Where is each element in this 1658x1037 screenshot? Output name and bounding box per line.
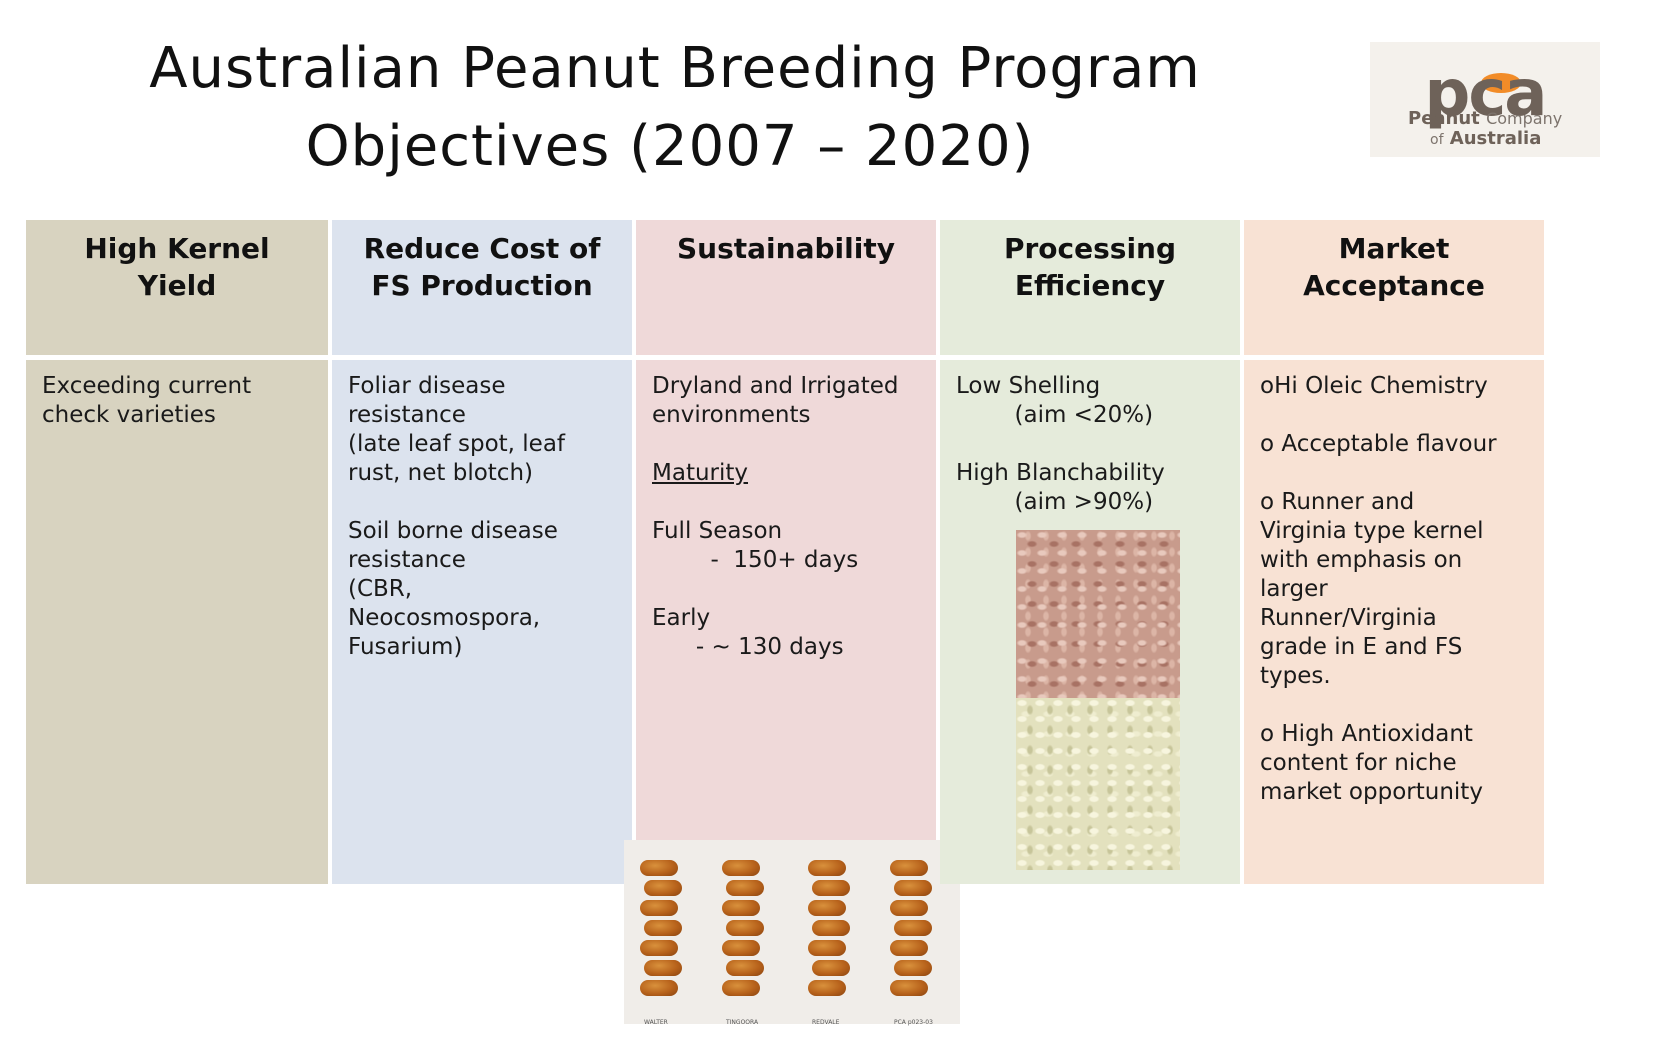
peanut-pod [722,940,760,956]
bullet-item: o Acceptable flavour [1260,431,1497,457]
logo-line-1-light: Company [1486,109,1563,128]
pod-variety-label: TINGOORA [726,1019,759,1026]
peanut-pod [808,860,846,876]
column-header: Sustainability [636,220,936,355]
peanut-pod [722,860,760,876]
blanchability-aim: (aim >90%) [956,489,1154,515]
column-header: Market Acceptance [1244,220,1544,355]
low-shelling-aim: (aim <20%) [956,402,1154,428]
early-days: - ~ 130 days [652,634,844,660]
full-season-label: Full Season [652,518,783,544]
peanut-pod [812,960,850,976]
full-season-days: - 150+ days [652,547,859,573]
peanut-pods-photo: WALTER TINGOORA REDVALE PCA p023-03 [624,840,960,1026]
logo-line-1: Peanut Company [1408,108,1562,129]
slide-title: Australian Peanut Breeding Program Objec… [0,30,1360,186]
logo-line-1-bold: Peanut [1408,108,1480,129]
peanut-pod [644,960,682,976]
peanut-pod [894,880,932,896]
peanut-pod [644,920,682,936]
peanut-pod [812,880,850,896]
peanut-pod [890,940,928,956]
logo-brand: pca [1424,57,1548,131]
peanut-pod [808,900,846,916]
column-processing-efficiency: Processing Efficiency Low Shelling (aim … [940,220,1240,884]
peanut-pod [808,940,846,956]
logo-line-2-light: of [1430,132,1444,148]
peanut-pod [644,880,682,896]
peanut-pod [726,920,764,936]
column-high-kernel-yield: High Kernel Yield Exceeding current chec… [26,220,328,884]
bullet-item: o High Antioxidant content for niche mar… [1260,721,1483,805]
column-body: Foliar disease resistance (late leaf spo… [332,360,632,884]
peanut-pod [726,960,764,976]
peanut-pod [722,980,760,996]
logo-line-2: of Australia [1430,128,1541,149]
logo-peanut-icon [1481,73,1521,93]
column-header: Reduce Cost of FS Production [332,220,632,355]
title-line-1: Australian Peanut Breeding Program [149,36,1201,101]
objectives-table: High Kernel Yield Exceeding current chec… [26,220,1642,1026]
peanut-pod [722,900,760,916]
blanched-kernels-photo [1016,698,1180,870]
pod-variety-label: REDVALE [812,1019,840,1026]
column-sustainability: Sustainability Dryland and Irrigated env… [624,220,960,1026]
peanut-pod [894,920,932,936]
peanut-pod [640,940,678,956]
bullet-item: o Runner and Virginia type kernel with e… [1260,489,1484,689]
column-body: Exceeding current check varieties [26,360,328,884]
logo-line-2-bold: Australia [1449,128,1542,149]
peanut-pod [812,920,850,936]
body-paragraph: Exceeding current check varieties [42,373,252,428]
column-market-acceptance: Market Acceptance oHi Oleic Chemistry o … [1244,220,1642,884]
pca-logo: pca Peanut Company of Australia [1370,42,1600,157]
peanut-pod [640,980,678,996]
pod-variety-label: WALTER [644,1019,668,1026]
maturity-heading: Maturity [652,460,749,486]
body-paragraph: Soil borne disease resistance (CBR, Neoc… [348,518,558,660]
low-shelling-label: Low Shelling [956,373,1101,399]
title-line-2: Objectives (2007 – 2020) [305,114,1035,179]
column-body: oHi Oleic Chemistry o Acceptable flavour… [1244,360,1544,884]
peanut-pod [640,860,678,876]
peanut-pod [890,900,928,916]
early-label: Early [652,605,711,631]
column-body: Dryland and Irrigated environments Matur… [624,360,960,1026]
blanchability-label: High Blanchability [956,460,1165,486]
peanut-pod [726,880,764,896]
column-reduce-cost: Reduce Cost of FS Production Foliar dise… [332,220,632,884]
column-header: High Kernel Yield [26,220,328,355]
red-skin-kernels-photo [1016,530,1180,698]
column-header: Processing Efficiency [940,220,1240,355]
pod-variety-label: PCA p023-03 [894,1019,933,1026]
peanut-pod [890,860,928,876]
body-paragraph: Dryland and Irrigated environments [652,373,899,428]
body-paragraph: Foliar disease resistance (late leaf spo… [348,373,566,486]
peanut-pod [808,980,846,996]
peanut-pod [894,960,932,976]
bullet-item: oHi Oleic Chemistry [1260,373,1488,399]
peanut-pod [640,900,678,916]
peanut-pod [890,980,928,996]
